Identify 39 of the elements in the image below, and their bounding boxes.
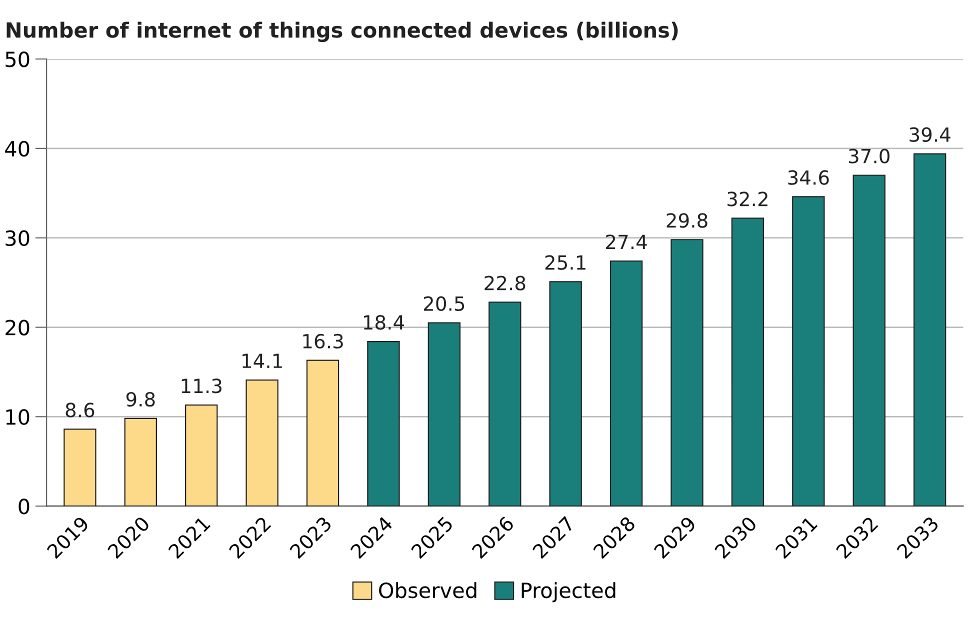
bar xyxy=(428,322,461,506)
bar xyxy=(246,379,278,506)
bar xyxy=(852,174,886,506)
data-label: 29.8 xyxy=(666,213,708,228)
bar xyxy=(488,302,522,506)
data-label: 20.5 xyxy=(424,296,464,311)
y-tick-label: 40 xyxy=(5,140,30,157)
y-tick-label: 0 xyxy=(18,498,30,514)
bar xyxy=(731,218,764,506)
data-label: 32.2 xyxy=(728,192,768,206)
bar xyxy=(792,196,825,506)
y-tick-label: 30 xyxy=(6,230,30,246)
bar xyxy=(64,428,96,506)
data-label: 8.6 xyxy=(66,402,94,418)
bar xyxy=(306,360,340,506)
data-label: 22.8 xyxy=(484,276,526,290)
bar xyxy=(610,260,643,506)
legend-label: Observed xyxy=(379,582,476,598)
data-label: 39.4 xyxy=(910,127,950,142)
bar xyxy=(913,153,946,506)
y-tick-label: 50 xyxy=(6,51,30,68)
data-label: 34.6 xyxy=(788,170,829,185)
data-label: 9.8 xyxy=(126,392,155,407)
bar xyxy=(549,281,582,506)
legend-label: Projected xyxy=(522,582,616,602)
chart-title: Number of internet of things connected devices (billions) xyxy=(6,22,678,42)
data-label: 25.1 xyxy=(545,255,586,270)
data-label: 37.0 xyxy=(848,148,890,164)
y-tick-label: 10 xyxy=(6,409,30,425)
bar xyxy=(185,404,218,506)
data-label: 14.1 xyxy=(242,354,282,368)
data-label: 16.3 xyxy=(303,334,343,349)
data-label: 18.4 xyxy=(364,315,404,330)
data-label: 11.3 xyxy=(182,378,222,394)
bar xyxy=(124,418,157,506)
bar xyxy=(670,239,704,506)
y-tick-label: 20 xyxy=(6,320,30,336)
data-label: 27.4 xyxy=(606,234,647,249)
bar xyxy=(367,341,400,506)
